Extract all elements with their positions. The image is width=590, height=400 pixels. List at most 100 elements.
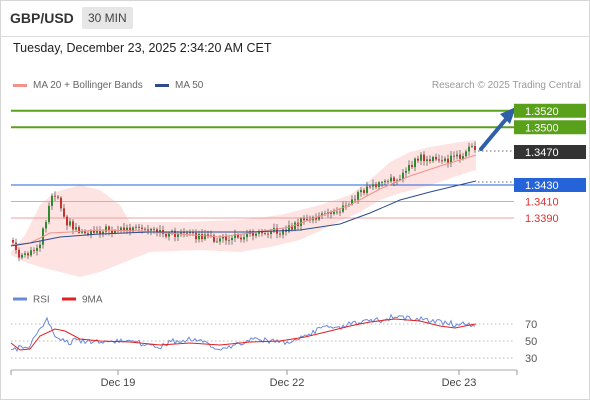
candle-body	[72, 221, 74, 230]
candle-body	[432, 156, 434, 162]
candle-body	[189, 232, 191, 234]
candle-body	[390, 177, 392, 182]
ma50-line	[10, 180, 477, 247]
candle-body	[216, 241, 218, 243]
candle-body	[369, 186, 371, 188]
candle-body	[462, 156, 464, 159]
candle-body	[279, 233, 281, 235]
candle-body	[396, 180, 398, 182]
price-label-box	[514, 120, 586, 135]
candle-body	[96, 231, 98, 233]
candle-body	[219, 238, 221, 242]
candle-body	[51, 195, 53, 206]
candle-body	[474, 146, 476, 150]
candle-body	[12, 240, 14, 243]
ma50-swatch	[155, 84, 169, 87]
candle-body	[447, 158, 449, 163]
price-label-box	[514, 145, 586, 159]
candle-body	[204, 234, 206, 240]
candle-body	[141, 227, 143, 229]
candle-body	[63, 208, 65, 217]
price-label-target: 1.3500	[525, 122, 559, 134]
candle-body	[444, 158, 446, 161]
price-label-box	[514, 103, 586, 118]
candle-body	[333, 211, 335, 214]
candle-body	[453, 155, 455, 157]
candle-body	[441, 160, 443, 162]
candle-body	[36, 248, 38, 251]
candle-body	[165, 234, 167, 237]
candle-body	[405, 170, 407, 173]
candle-body	[363, 190, 365, 193]
candle-body	[264, 233, 266, 235]
candle-body	[294, 222, 296, 230]
candle-body	[321, 213, 323, 216]
candle-body	[465, 151, 467, 157]
candle-body	[30, 250, 32, 256]
candle-body	[423, 154, 425, 162]
candle-body	[366, 186, 368, 193]
candle-body	[75, 227, 77, 230]
candle-body	[237, 234, 239, 238]
candle-body	[336, 211, 338, 213]
timeframe-badge[interactable]: 30 MIN	[82, 7, 133, 29]
candle-body	[450, 155, 452, 163]
legend-item-ma20: MA 20 + Bollinger Bands	[13, 80, 143, 91]
candle-body	[288, 225, 290, 232]
forecast-arrow-shaft	[479, 116, 509, 151]
candle-body	[120, 227, 122, 231]
candle-body	[402, 172, 404, 180]
candle-body	[240, 237, 242, 240]
candle-body	[435, 156, 437, 160]
rsi-tick-label: 30	[525, 353, 537, 365]
candle-body	[207, 234, 209, 236]
price-label-last-price: 1.3470	[525, 147, 559, 159]
rsi-ma-legend-label: 9MA	[82, 295, 103, 306]
candle-body	[102, 231, 104, 234]
candle-body	[411, 165, 413, 168]
candle-body	[243, 237, 245, 240]
candle-body	[60, 197, 62, 209]
candle-body	[99, 231, 101, 234]
candle-body	[375, 184, 377, 187]
candle-body	[153, 228, 155, 230]
price-label-pivot: 1.3430	[525, 180, 559, 192]
candle-body	[330, 212, 332, 214]
ma20-line	[10, 154, 477, 246]
candle-body	[315, 217, 317, 220]
candle-body	[87, 233, 89, 235]
candle-body	[360, 190, 362, 193]
rsi-legend-label: RSI	[33, 295, 50, 306]
candle-body	[459, 154, 461, 159]
candle-body	[144, 228, 146, 230]
rsi-legend: RSI 9MA	[13, 295, 103, 306]
candle-body	[438, 159, 440, 161]
candle-body	[180, 232, 182, 235]
candle-body	[45, 222, 47, 229]
candle-body	[468, 146, 470, 152]
candle-body	[138, 226, 140, 228]
candle-body	[339, 211, 341, 213]
candle-body	[246, 233, 248, 238]
candle-body	[135, 226, 137, 228]
top-bar: GBP/USD 30 MIN	[0, 0, 590, 37]
candle-body	[345, 205, 347, 207]
candle-body	[93, 230, 95, 233]
candle-body	[234, 234, 236, 238]
candle-body	[426, 159, 428, 162]
candle-body	[18, 249, 20, 258]
candle-body	[48, 205, 50, 223]
candle-body	[213, 235, 215, 242]
candle-body	[27, 253, 29, 256]
candle-body	[300, 218, 302, 227]
candle-body	[114, 230, 116, 233]
candle-body	[129, 227, 131, 232]
candle-body	[54, 195, 56, 197]
candle-body	[351, 199, 353, 205]
candle-body	[252, 231, 254, 236]
candle-body	[84, 231, 86, 234]
candle-body	[306, 219, 308, 221]
candle-body	[378, 182, 380, 187]
candle-body	[192, 232, 194, 234]
candle-body	[318, 215, 320, 220]
